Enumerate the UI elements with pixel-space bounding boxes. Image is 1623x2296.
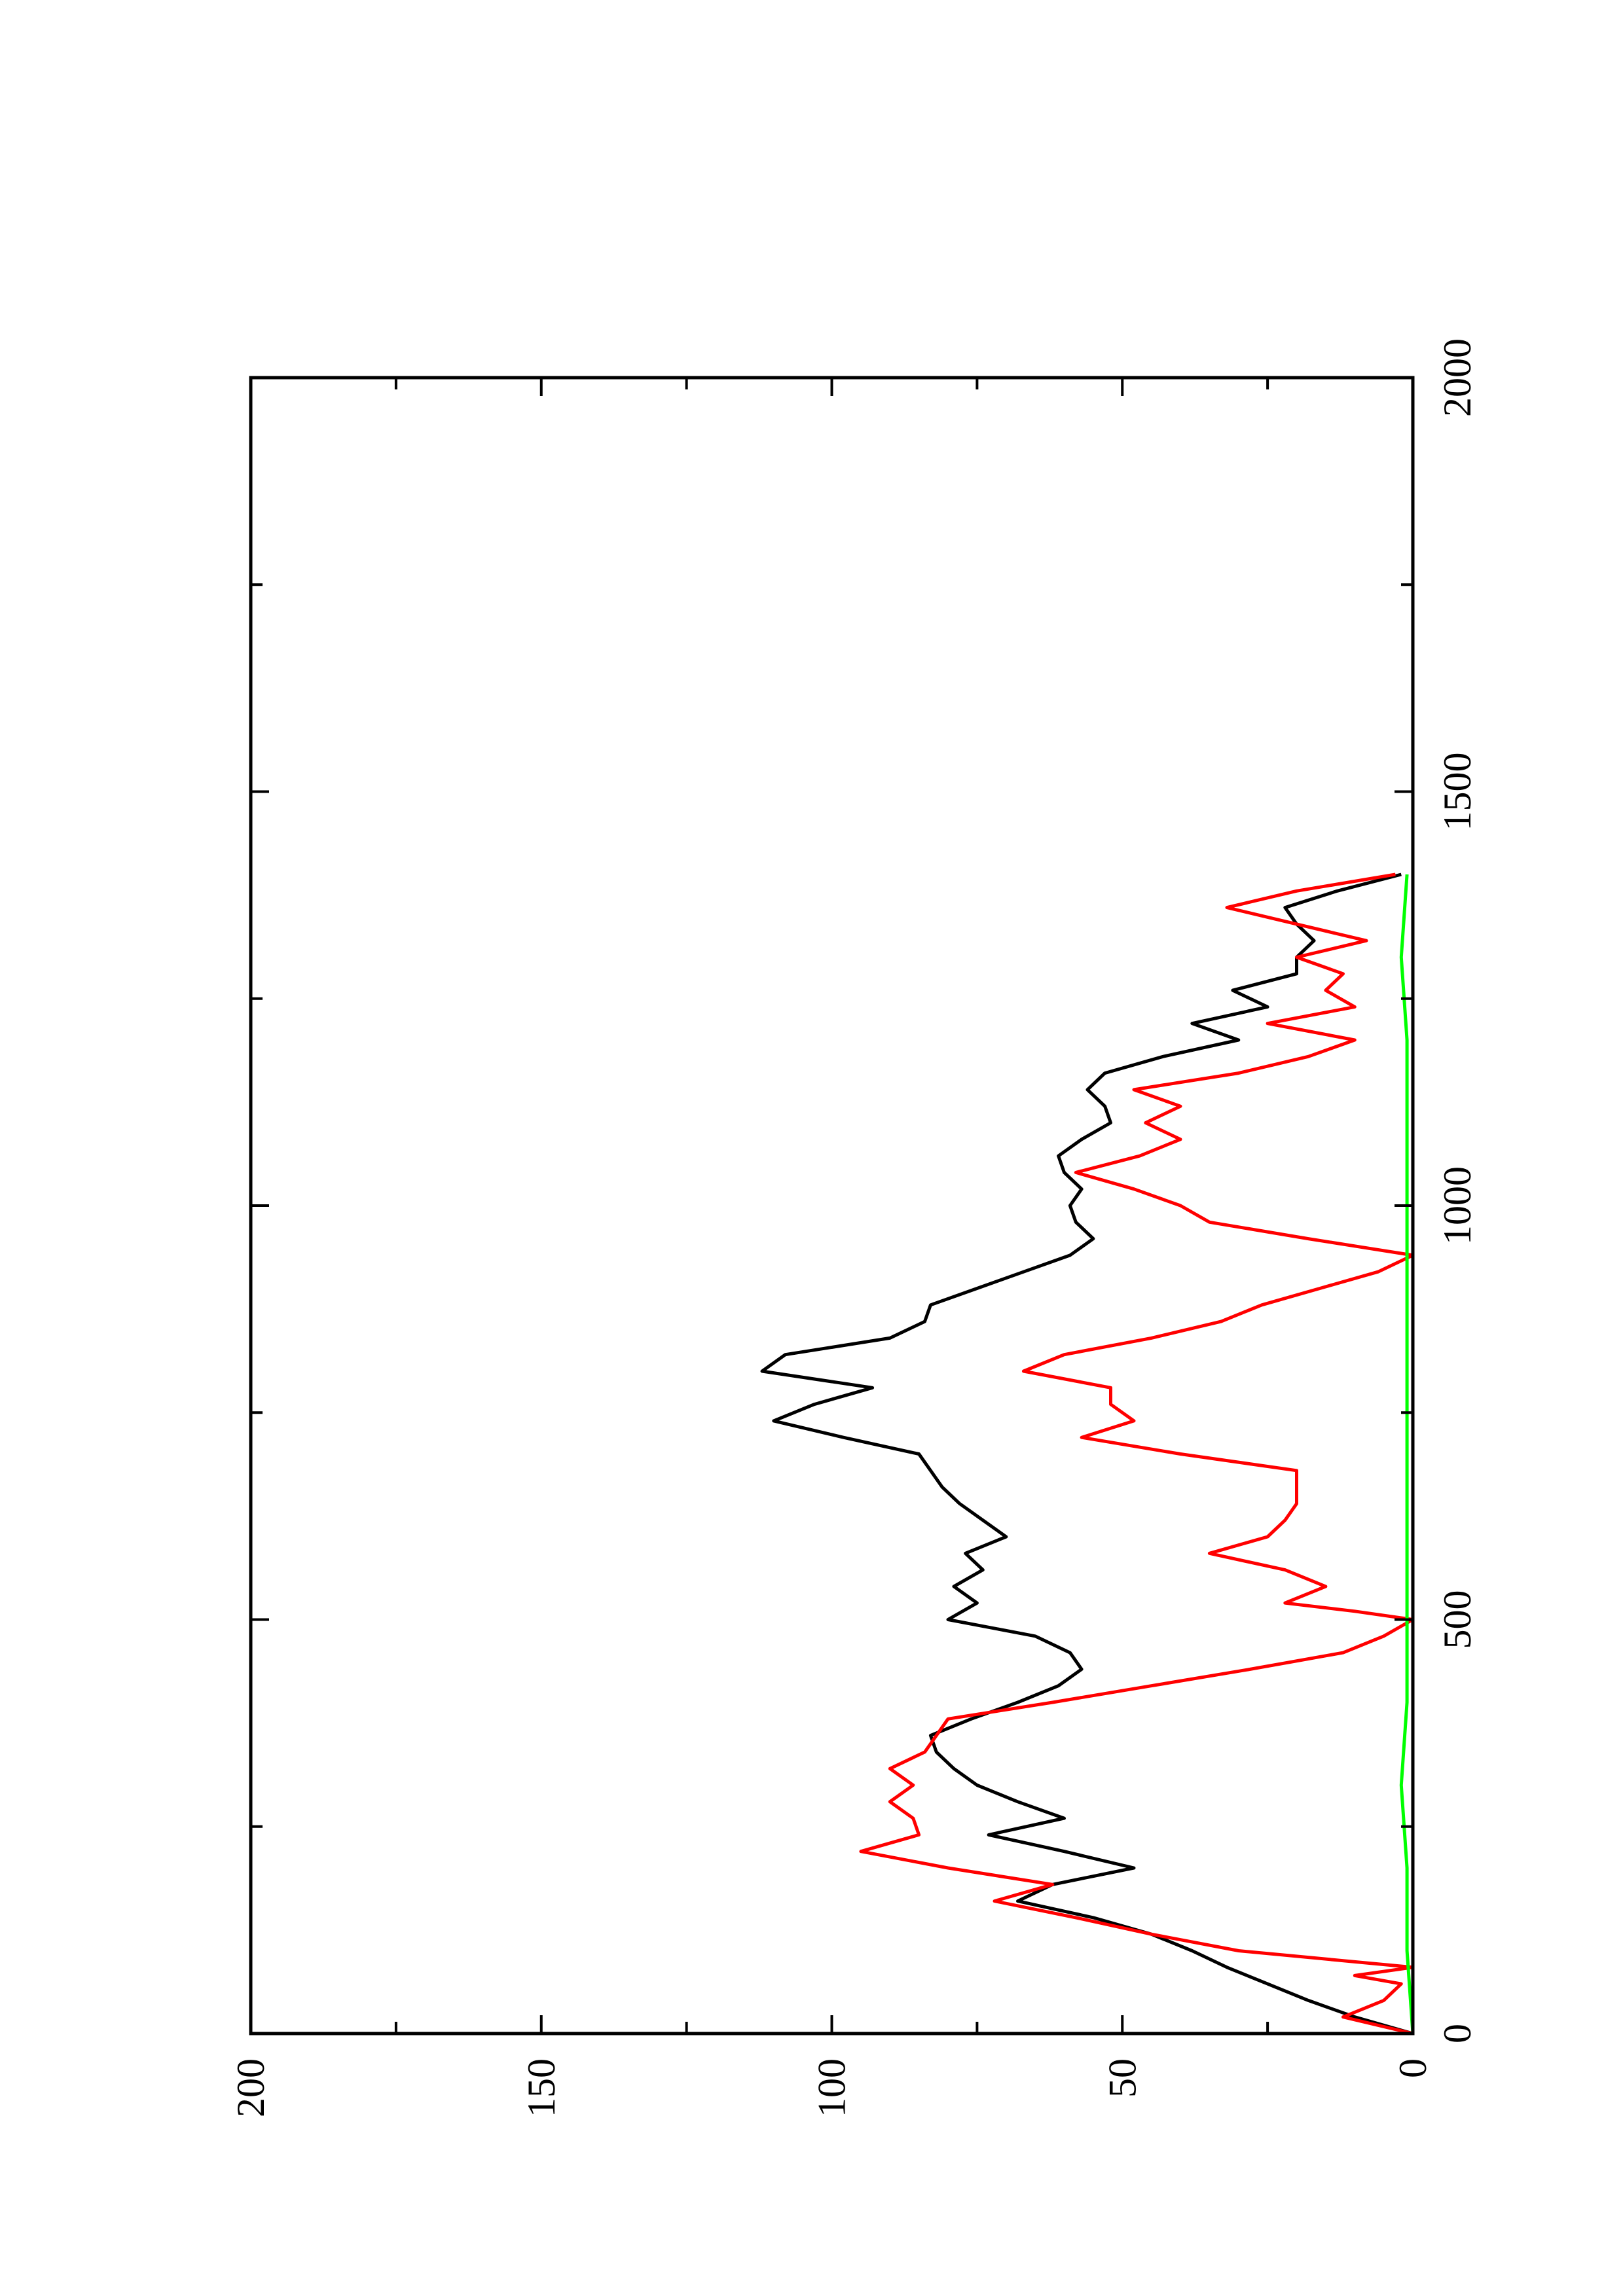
plot-frame xyxy=(249,376,1415,2036)
x-tick-label: 1500 xyxy=(1436,753,1479,831)
y-tick-label: 200 xyxy=(229,2058,272,2117)
series-line-2 xyxy=(859,872,1415,2036)
y-tick-label: 0 xyxy=(1391,2058,1434,2078)
x-tick-label: 500 xyxy=(1436,1590,1479,1649)
x-tick-label: 0 xyxy=(1436,2024,1479,2043)
y-tick-label: 50 xyxy=(1101,2058,1144,2098)
series-line-1 xyxy=(760,872,1413,2036)
tick-labels: 0 500 1000 1500 2000 0 50 100 150 200 xyxy=(229,338,1479,2117)
tick-marks xyxy=(249,376,1414,2035)
y-tick-label: 100 xyxy=(811,2058,854,2117)
series-layer xyxy=(760,872,1415,2036)
x-tick-label: 2000 xyxy=(1436,338,1479,417)
series-line-3 xyxy=(1399,874,1415,2034)
y-tick-label: 150 xyxy=(520,2058,563,2117)
x-tick-label: 1000 xyxy=(1436,1166,1479,1245)
